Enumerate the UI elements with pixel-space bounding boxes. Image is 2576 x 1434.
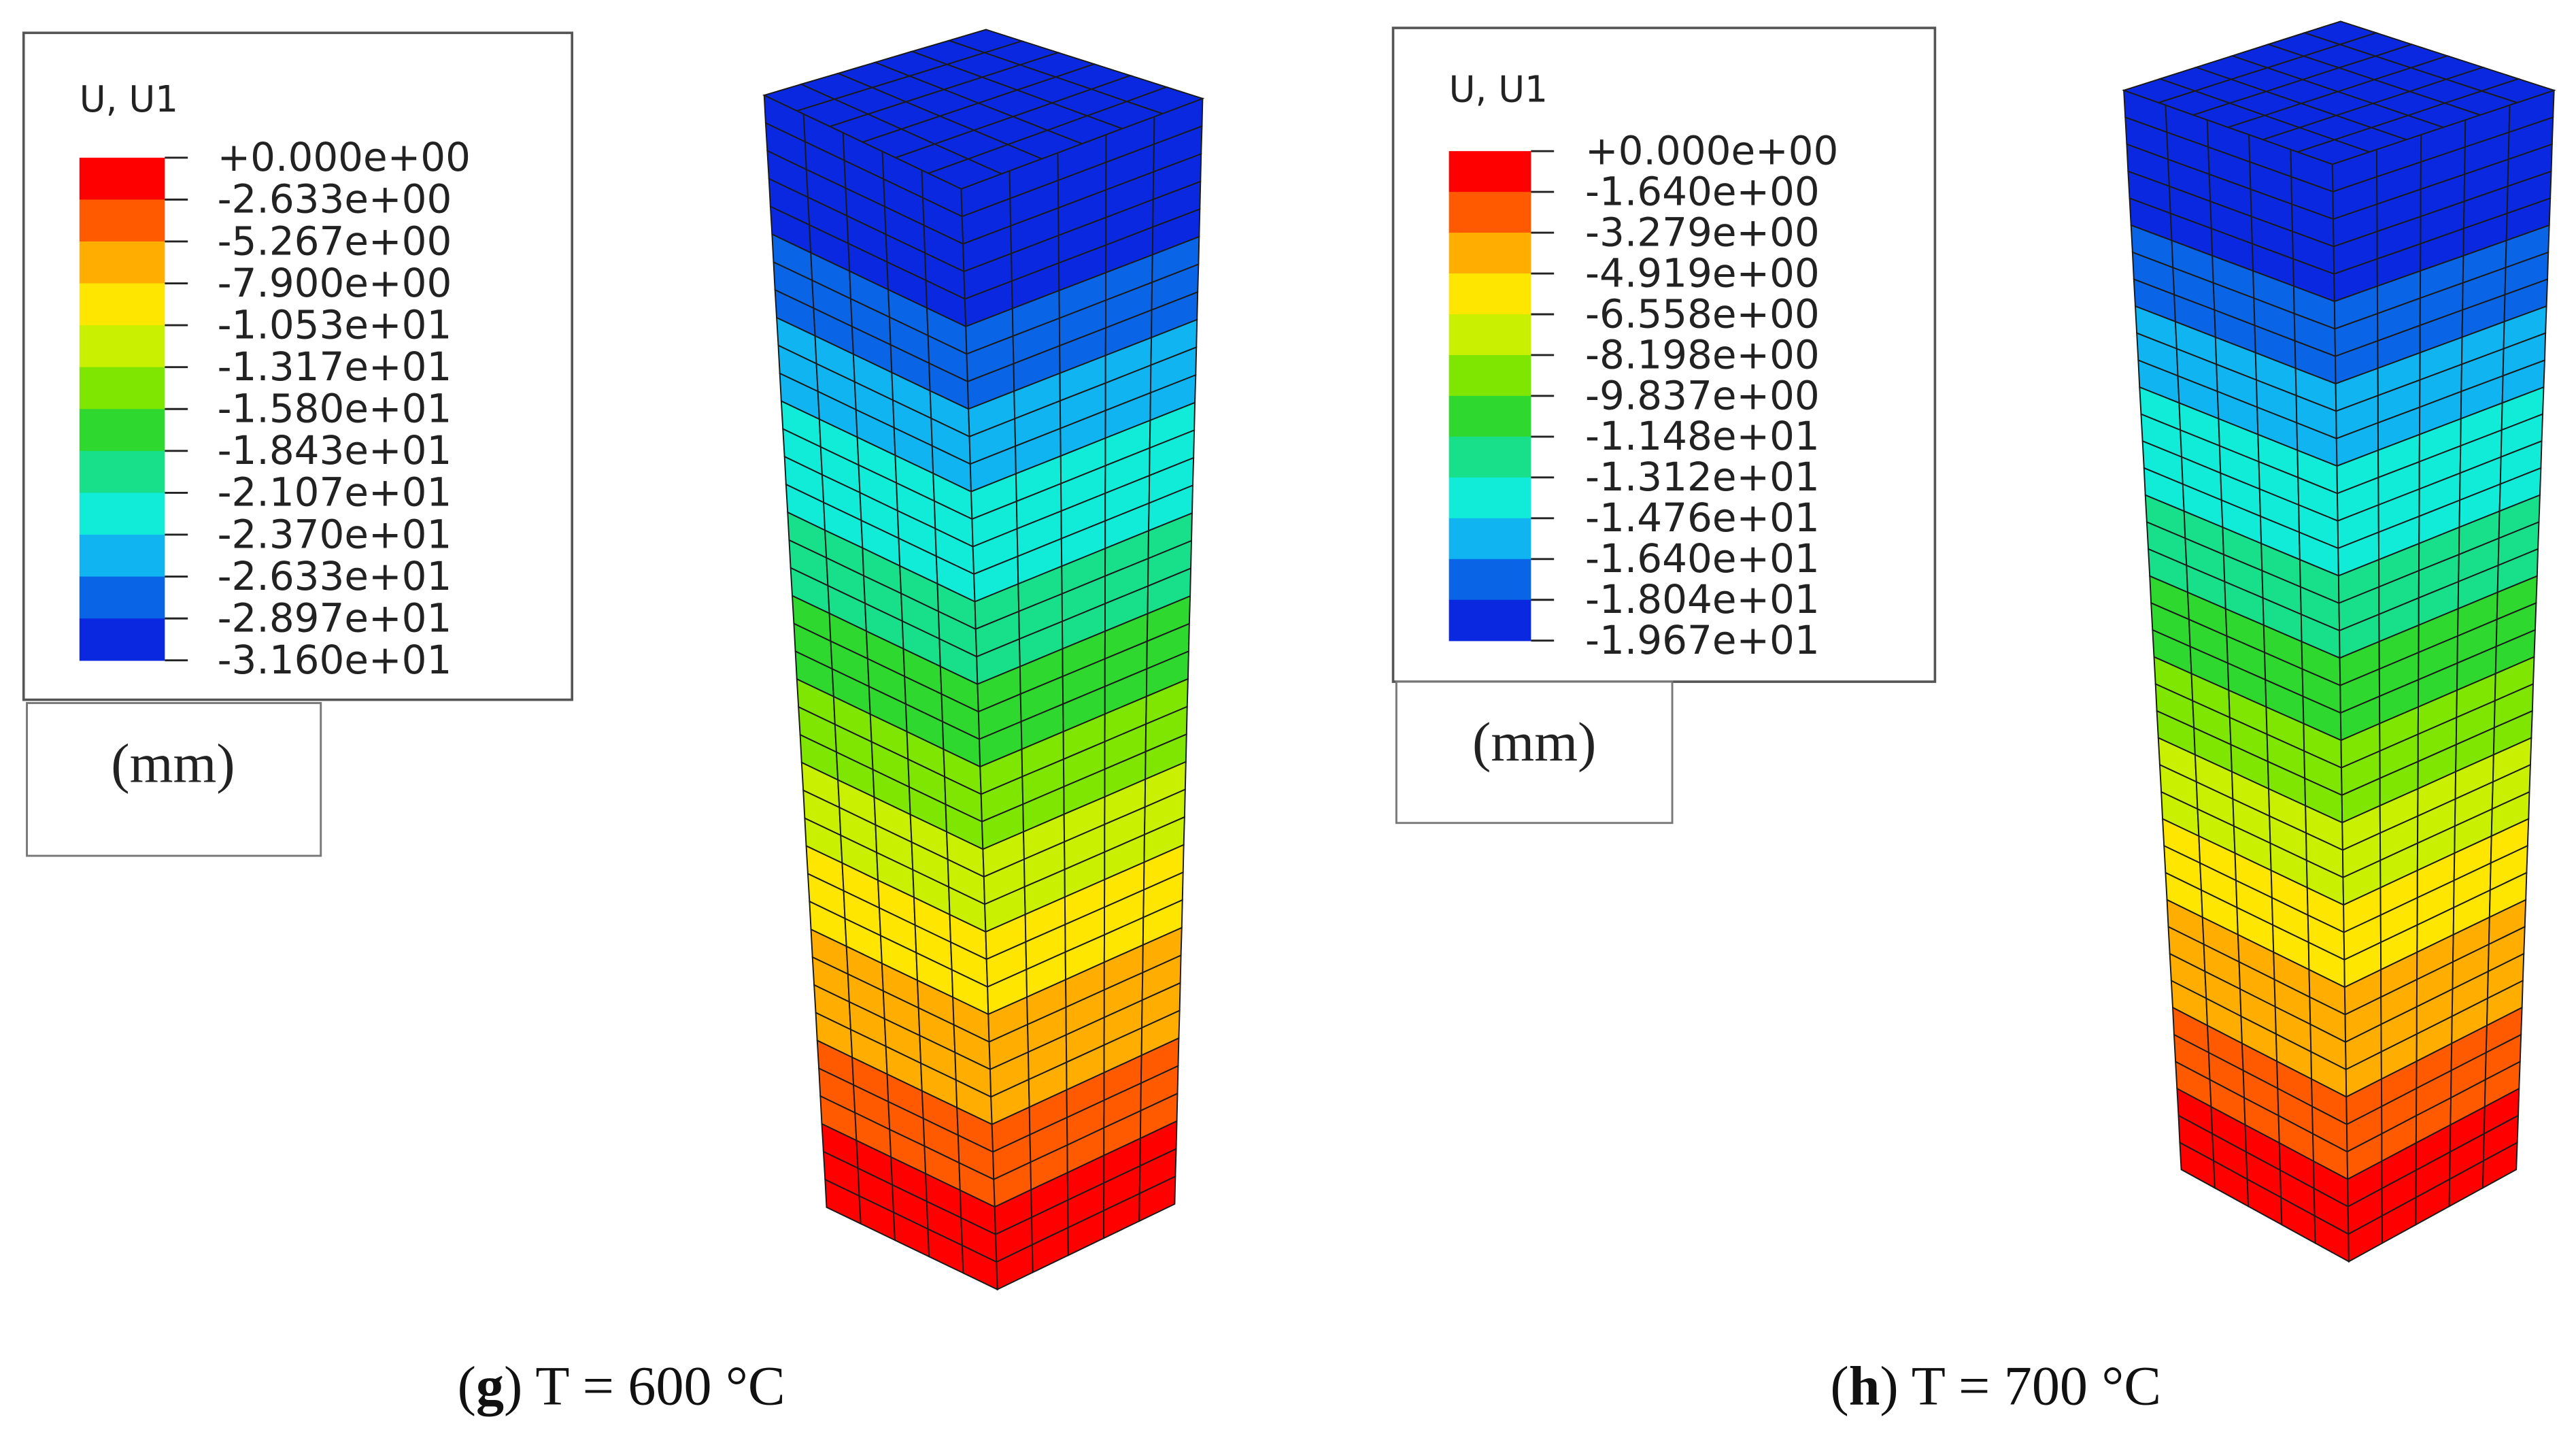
legend-label: -6.558e+00	[1585, 290, 1820, 337]
panel: U, U1 +0.000e+00-1.640e+00-3.279e+00-4.91…	[1391, 20, 2556, 1417]
legend-swatch	[79, 450, 165, 494]
unit-label: (mm)	[1472, 711, 1596, 773]
legend-label: -7.900e+00	[218, 260, 452, 306]
legend-swatch	[1448, 151, 1531, 193]
legend-label: -1.640e+01	[1585, 535, 1820, 582]
mesh-element	[926, 158, 1004, 190]
mesh-element	[2481, 1141, 2518, 1189]
legend-label: -1.312e+01	[1585, 454, 1820, 500]
legend-swatch	[79, 283, 165, 326]
panel: U, U1 +0.000e+00-2.633e+00-5.267e+00-7.90…	[22, 29, 1205, 1417]
legend-swatch	[79, 367, 165, 410]
legend-swatch	[79, 199, 165, 242]
legend-label: -2.633e+00	[218, 176, 452, 222]
caption-text: ) T = 600 °C	[504, 1355, 785, 1417]
legend-swatch	[79, 618, 165, 661]
legend-label: +0.000e+00	[218, 134, 471, 180]
legend-label: -5.267e+00	[218, 218, 452, 264]
legend-swatch	[1448, 192, 1531, 233]
unit-box	[26, 702, 322, 857]
legend-label: +0.000e+00	[1585, 127, 1838, 173]
legend-label: -1.580e+01	[218, 386, 452, 432]
legend-label: -1.053e+01	[218, 301, 452, 348]
legend-label: -9.837e+00	[1585, 372, 1820, 418]
mesh-element	[2295, 139, 2372, 165]
legend-swatch	[79, 576, 165, 619]
legend-swatch	[1448, 273, 1531, 315]
legend-swatch	[79, 241, 165, 284]
legend-label: -2.370e+01	[218, 511, 452, 557]
unit-label: (mm)	[111, 732, 235, 794]
caption-text: ) T = 700 °C	[1880, 1355, 2161, 1417]
legend-label: -4.919e+00	[1585, 250, 1820, 296]
caption: (h) T = 700 °C	[1830, 1355, 2161, 1417]
legend-label: -3.279e+00	[1585, 209, 1820, 255]
caption-letter: g	[476, 1355, 504, 1417]
legend-label: -2.633e+01	[218, 553, 452, 599]
legend-label: -3.160e+01	[218, 637, 452, 683]
legend-label: -1.317e+01	[218, 344, 452, 390]
mesh-element	[1138, 1175, 1176, 1222]
caption-text: (	[458, 1355, 476, 1417]
legend-label: -1.804e+01	[1585, 576, 1820, 622]
legend-swatch	[79, 534, 165, 578]
legend-swatch	[1448, 477, 1531, 519]
legend-swatch	[79, 325, 165, 368]
legend-label: -1.476e+01	[1585, 495, 1820, 541]
legend-title: U, U1	[1449, 69, 1548, 111]
legend-swatch	[79, 493, 165, 535]
legend-swatch	[1448, 558, 1531, 601]
caption-text: (	[1830, 1355, 1848, 1417]
legend-swatch	[1448, 354, 1531, 397]
legend-swatch	[1448, 233, 1531, 274]
legend-label: -1.967e+01	[1585, 617, 1820, 663]
legend-label: -1.640e+00	[1585, 168, 1820, 214]
legend-swatch	[1448, 314, 1531, 356]
legend-swatch	[1448, 395, 1531, 437]
caption: (g) T = 600 °C	[458, 1355, 785, 1417]
legend-label: -2.897e+01	[218, 595, 452, 641]
legend-swatch	[79, 409, 165, 452]
legend-label: -2.107e+01	[218, 469, 452, 516]
legend-swatch	[1448, 518, 1531, 560]
legend-swatch	[79, 157, 165, 201]
legend-swatch	[1448, 599, 1531, 641]
legend-label: -1.843e+01	[218, 427, 452, 473]
legend-swatch	[1448, 436, 1531, 478]
unit-box	[1395, 680, 1674, 824]
legend-label: -1.148e+01	[1585, 413, 1820, 459]
legend-title: U, U1	[80, 78, 178, 120]
caption-letter: h	[1849, 1355, 1880, 1417]
legend-label: -8.198e+00	[1585, 331, 1820, 378]
